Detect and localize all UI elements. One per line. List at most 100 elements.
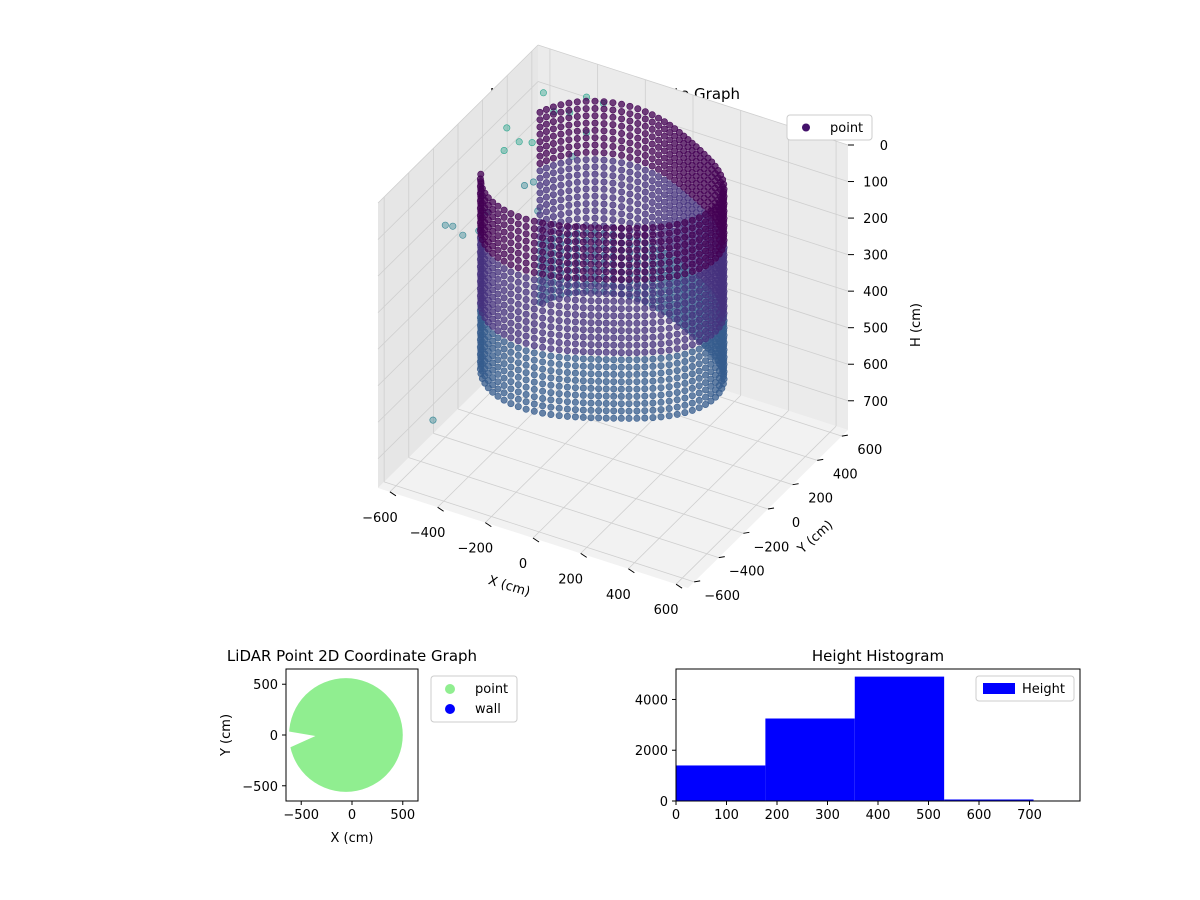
chart-3d-point xyxy=(522,347,530,355)
chart-3d-point xyxy=(649,231,657,239)
chart-3d-point xyxy=(671,140,679,148)
chart-3d-point xyxy=(489,381,497,389)
chart-3d-point xyxy=(625,327,633,335)
chart-3d-point xyxy=(591,141,599,149)
chart-3d-point xyxy=(665,383,673,391)
chart-3d-point xyxy=(609,194,617,202)
chart-3d-point xyxy=(673,220,681,228)
chart-3d-point xyxy=(688,260,696,268)
chart-3d-point xyxy=(609,172,617,180)
chart-3d-point xyxy=(711,203,719,211)
chart-3d-point xyxy=(707,382,715,390)
chart-3d-point xyxy=(595,253,603,261)
chart-3d-point xyxy=(547,235,555,243)
chart-3d-point xyxy=(625,254,633,262)
chart-3d-point xyxy=(536,108,544,116)
chart-3d-point xyxy=(571,413,579,421)
chart-3d-ztick-label: 100 xyxy=(863,176,888,191)
chart-3d-point xyxy=(522,230,530,238)
chart-3d-point xyxy=(563,405,571,413)
chart-3d-point xyxy=(701,357,709,365)
chart-3d-point xyxy=(681,372,689,380)
chart-3d-point xyxy=(507,283,515,291)
chart-3d-point xyxy=(595,224,603,232)
chart-3d-point xyxy=(507,253,515,261)
chart-3d-point xyxy=(549,213,557,221)
chart-3d-point xyxy=(610,246,618,254)
chart-3d-point xyxy=(522,237,530,245)
chart-3d-point xyxy=(641,203,649,211)
chart-3d-point xyxy=(522,317,530,325)
chart-3d-point xyxy=(489,344,497,352)
chart-3d-point xyxy=(657,238,665,246)
chart-3d-point xyxy=(641,341,649,349)
chart-3d-point xyxy=(595,333,603,341)
chart-3d-point xyxy=(582,119,590,127)
chart-3d-point xyxy=(522,369,530,377)
chart-3d-point xyxy=(549,191,557,199)
chart-3d-point xyxy=(602,224,610,232)
chart-3d-point xyxy=(507,348,515,356)
chart-3d-point xyxy=(571,362,579,370)
chart-3d-point xyxy=(681,409,689,417)
chart-3d-gridline-z xyxy=(377,44,539,204)
chart-3d-point xyxy=(542,149,550,157)
chart-3d-point xyxy=(557,174,565,182)
chart-3d-point xyxy=(600,200,608,208)
chart-3d-point xyxy=(649,304,657,312)
chart-3d-point xyxy=(648,125,656,133)
chart-3d-point xyxy=(673,315,681,323)
chart-3d-point xyxy=(563,332,571,340)
chart-3d-point xyxy=(666,121,674,129)
histogram-xtick-label: 500 xyxy=(916,808,941,823)
chart-3d-point xyxy=(665,397,673,405)
chart-3d-point xyxy=(539,343,547,351)
chart-3d-point xyxy=(673,264,681,272)
chart-3d-point xyxy=(688,370,696,378)
chart-3d-point xyxy=(634,156,642,164)
chart-3d-point xyxy=(555,331,563,339)
chart-3d-point xyxy=(547,264,555,272)
chart-3d-point xyxy=(610,305,618,313)
chart-3d-point xyxy=(701,269,709,277)
chart-3d-point xyxy=(648,199,656,207)
chart-3d-point xyxy=(641,348,649,356)
chart-3d-point xyxy=(648,140,656,148)
chart-3d-point xyxy=(536,203,544,211)
chart-3d-point xyxy=(634,200,642,208)
chart-3d-ztick-label: 400 xyxy=(863,285,888,300)
chart-3d-point xyxy=(602,385,610,393)
chart-3d-point xyxy=(657,252,665,260)
chart-3d-gridline-y xyxy=(457,408,769,510)
chart-2d-notch xyxy=(286,730,316,750)
chart-3d-point xyxy=(618,137,626,145)
chart-3d-point xyxy=(547,286,555,294)
chart-3d-ytick-label: −200 xyxy=(754,540,790,555)
chart-3d-point xyxy=(530,217,538,225)
chart-3d-point xyxy=(681,277,689,285)
chart-3d-point xyxy=(591,163,599,171)
chart-3d-point xyxy=(595,399,603,407)
chart-3d-point xyxy=(587,355,595,363)
chart-3d-point xyxy=(489,213,497,221)
chart-3d-point xyxy=(617,312,625,320)
chart-3d-point xyxy=(507,326,515,334)
chart-3d-point xyxy=(587,333,595,341)
chart-3d-point xyxy=(514,256,522,264)
chart-3d-point xyxy=(695,404,703,412)
chart-3d-point xyxy=(701,262,709,270)
chart-3d-point xyxy=(688,326,696,334)
chart-3d-point xyxy=(522,325,530,333)
chart-3d-point xyxy=(555,346,563,354)
chart-3d-point xyxy=(489,300,497,308)
chart-3d-point xyxy=(673,352,681,360)
chart-3d-point xyxy=(688,246,696,254)
chart-3d-zlabel: H (cm) xyxy=(909,303,924,347)
chart-3d-point xyxy=(536,130,544,138)
chart-3d-point xyxy=(500,367,508,375)
chart-3d-point xyxy=(610,334,618,342)
chart-3d-point xyxy=(657,303,665,311)
chart-3d-point xyxy=(707,346,715,354)
chart-3d-point xyxy=(494,239,502,247)
chart-3d-point xyxy=(609,179,617,187)
